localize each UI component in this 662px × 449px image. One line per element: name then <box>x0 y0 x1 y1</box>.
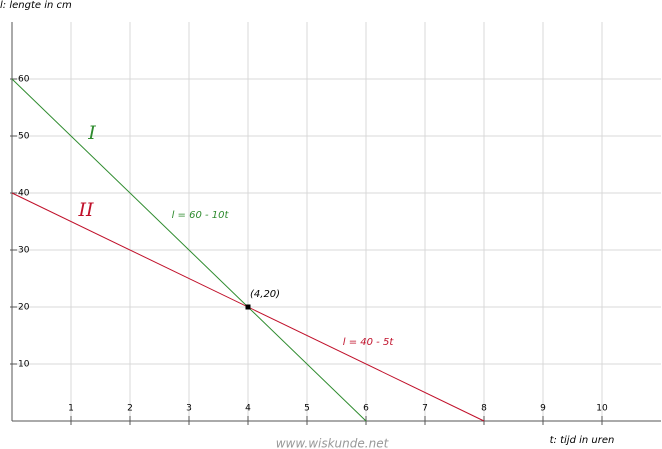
y-axis-label: l: lengte in cm <box>0 0 72 11</box>
x-tick-label: 7 <box>422 404 428 414</box>
x-tick-label: 2 <box>127 404 133 414</box>
x-tick-label: 9 <box>540 404 546 414</box>
series-label: I <box>87 122 96 144</box>
intersection-point <box>245 304 251 310</box>
y-tick-label: 60 <box>18 75 30 85</box>
line-series <box>11 78 367 422</box>
series-label: II <box>77 199 94 221</box>
y-tick-label: 20 <box>18 303 30 313</box>
x-tick-label: 10 <box>596 404 608 414</box>
x-tick-label: 3 <box>186 404 192 414</box>
equation-label: l = 40 - 5t <box>343 337 395 348</box>
x-tick-label: 5 <box>304 404 310 414</box>
x-tick-label: 1 <box>68 404 74 414</box>
x-axis-label: t: tijd in uren <box>550 435 615 446</box>
x-tick-label: 4 <box>245 404 251 414</box>
watermark: www.wiskunde.net <box>276 437 390 449</box>
y-tick-label: 40 <box>18 189 30 199</box>
point-label: (4,20) <box>250 289 280 300</box>
y-tick-label: 10 <box>18 360 30 370</box>
x-tick-label: 8 <box>481 404 487 414</box>
x-tick-label: 6 <box>363 404 369 414</box>
y-tick-label: 50 <box>18 132 30 142</box>
y-tick-label: 30 <box>18 246 30 256</box>
equation-label: l = 60 - 10t <box>172 210 230 221</box>
